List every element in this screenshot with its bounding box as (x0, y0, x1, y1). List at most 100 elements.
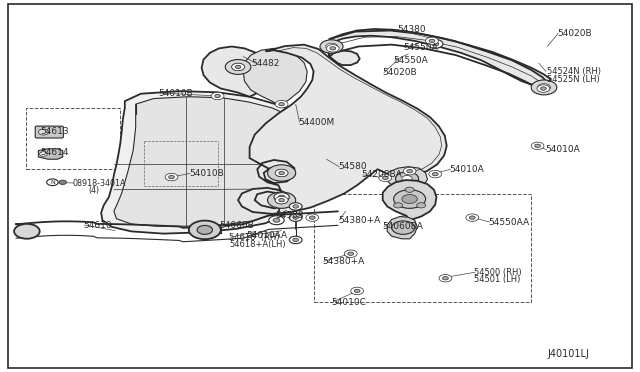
Text: 54380: 54380 (397, 25, 426, 34)
Circle shape (232, 63, 244, 71)
Text: J40101LJ: J40101LJ (547, 349, 589, 359)
Text: 54010C: 54010C (332, 298, 366, 307)
Text: 54550A: 54550A (403, 43, 438, 52)
Circle shape (531, 80, 557, 95)
Circle shape (470, 216, 476, 219)
Text: 54380+A: 54380+A (323, 257, 365, 266)
Circle shape (320, 40, 343, 53)
Circle shape (289, 203, 302, 210)
Text: 54400M: 54400M (298, 118, 335, 126)
Circle shape (429, 170, 442, 178)
Circle shape (293, 238, 298, 242)
Text: 54208BA: 54208BA (362, 170, 403, 179)
Circle shape (59, 180, 67, 185)
Bar (314, 194, 531, 302)
Circle shape (197, 225, 212, 234)
Circle shape (273, 218, 280, 222)
Circle shape (396, 172, 419, 185)
FancyBboxPatch shape (35, 126, 63, 138)
Circle shape (439, 275, 452, 282)
Circle shape (211, 92, 224, 100)
Circle shape (531, 142, 544, 150)
Text: 54610: 54610 (83, 221, 112, 230)
Circle shape (355, 289, 360, 292)
Text: 54613: 54613 (40, 127, 69, 136)
Circle shape (40, 152, 47, 156)
Circle shape (433, 172, 438, 176)
Text: 54525N (LH): 54525N (LH) (547, 75, 600, 84)
Circle shape (279, 171, 285, 174)
Polygon shape (387, 167, 428, 190)
Text: (4): (4) (88, 186, 99, 195)
Circle shape (293, 205, 298, 208)
Polygon shape (114, 97, 321, 226)
Circle shape (306, 214, 319, 221)
Text: N: N (50, 180, 55, 185)
Circle shape (407, 169, 413, 173)
Circle shape (279, 103, 285, 106)
Circle shape (392, 221, 415, 234)
Circle shape (379, 174, 392, 182)
Circle shape (169, 175, 174, 179)
Polygon shape (101, 91, 333, 234)
Circle shape (275, 196, 288, 204)
Text: 54010AA: 54010AA (246, 231, 287, 240)
Circle shape (383, 176, 388, 179)
Text: 54580: 54580 (338, 162, 367, 171)
Circle shape (326, 43, 337, 50)
Text: 54618+A(LH): 54618+A(LH) (229, 240, 285, 249)
Circle shape (14, 224, 40, 239)
Text: 54060BA: 54060BA (383, 222, 424, 231)
Circle shape (402, 227, 408, 230)
Circle shape (289, 214, 302, 221)
Text: 54020B: 54020B (383, 68, 417, 77)
Polygon shape (38, 149, 63, 159)
Circle shape (351, 287, 364, 295)
Polygon shape (243, 48, 307, 105)
Text: 54614: 54614 (40, 148, 69, 157)
Circle shape (326, 45, 339, 52)
Circle shape (432, 42, 438, 46)
Circle shape (402, 176, 412, 182)
Text: 54010A: 54010A (545, 145, 580, 154)
Circle shape (275, 196, 288, 204)
Text: 54010B: 54010B (189, 169, 223, 178)
Circle shape (278, 195, 285, 199)
Circle shape (394, 203, 403, 208)
Circle shape (268, 165, 296, 181)
Text: 54388: 54388 (275, 211, 304, 220)
Text: 54550A: 54550A (394, 56, 428, 65)
Circle shape (279, 198, 285, 202)
Circle shape (289, 236, 302, 244)
Circle shape (293, 216, 298, 219)
Circle shape (426, 37, 438, 45)
Circle shape (348, 252, 354, 255)
Circle shape (310, 216, 315, 219)
Circle shape (398, 225, 411, 232)
Circle shape (403, 167, 416, 175)
Circle shape (398, 216, 411, 223)
Text: 54501 (LH): 54501 (LH) (474, 275, 520, 284)
Circle shape (401, 226, 406, 229)
Circle shape (540, 87, 547, 90)
Circle shape (402, 195, 417, 203)
Circle shape (398, 225, 408, 231)
Circle shape (402, 218, 408, 221)
Circle shape (189, 221, 221, 239)
Circle shape (47, 179, 58, 186)
Circle shape (417, 203, 426, 208)
Polygon shape (202, 46, 272, 97)
Circle shape (275, 169, 288, 177)
Circle shape (405, 187, 414, 192)
Text: 54060B: 54060B (220, 221, 254, 230)
Circle shape (538, 84, 550, 91)
Circle shape (268, 192, 296, 208)
Text: 54618  (RH): 54618 (RH) (229, 233, 280, 242)
Circle shape (429, 39, 435, 42)
Circle shape (225, 60, 251, 74)
Text: 54482: 54482 (251, 59, 279, 68)
Circle shape (275, 169, 288, 177)
Polygon shape (328, 29, 550, 86)
Polygon shape (387, 217, 417, 239)
Circle shape (232, 63, 244, 71)
